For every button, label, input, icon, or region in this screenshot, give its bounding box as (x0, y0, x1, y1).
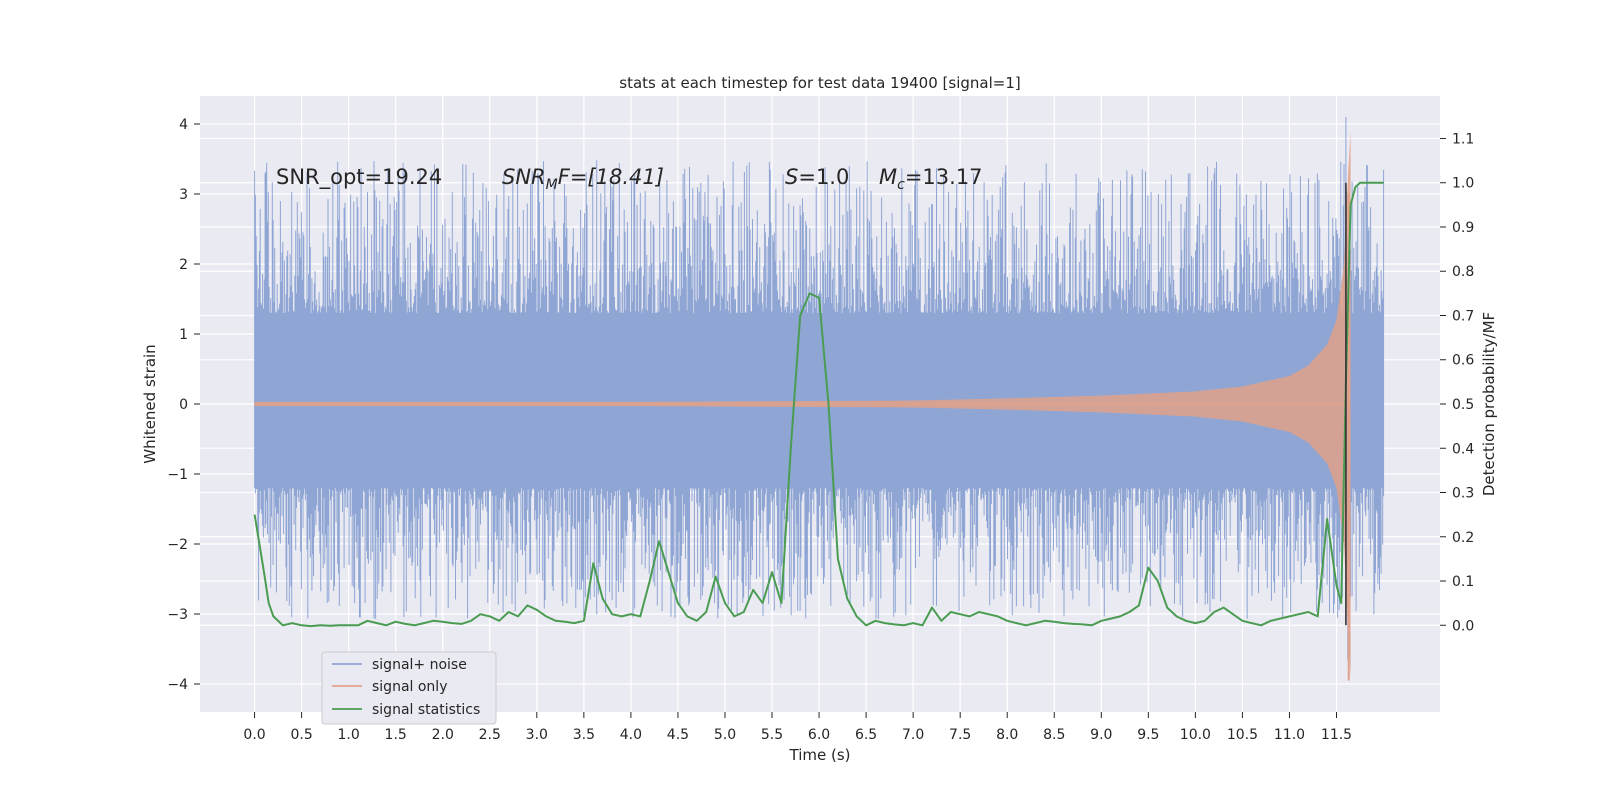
chart-title: stats at each timestep for test data 194… (619, 74, 1020, 92)
x-tick-label: 9.0 (1090, 727, 1112, 743)
legend-label-signal-only: signal only (372, 679, 447, 695)
x-tick-label: 4.0 (620, 727, 642, 743)
x-tick-label: 2.0 (432, 727, 454, 743)
y-axis-left-ticks: 4 3 2 1 0 −1 −2 −3 −4 (167, 117, 200, 693)
x-tick-label: 5.5 (761, 727, 783, 743)
x-tick-label: 7.5 (949, 727, 971, 743)
y-axis-label-right: Detection probability/MF (1480, 312, 1498, 496)
x-tick-label: 6.0 (808, 727, 830, 743)
y-tick-label-left: −3 (167, 607, 188, 623)
y-tick-label-left: 4 (179, 117, 188, 133)
y-tick-label-right: 0.0 (1452, 618, 1474, 634)
signal-statistics-series (253, 181, 1384, 628)
y-tick-label-right: 1.1 (1452, 131, 1474, 147)
x-tick-label: 0.5 (290, 727, 312, 743)
y-tick-label-left: −2 (167, 537, 188, 553)
y-tick-label-right: 0.2 (1452, 530, 1474, 546)
legend-label-signal-statistics: signal statistics (372, 702, 480, 718)
y-tick-label-left: 1 (179, 327, 188, 343)
x-tick-label: 3.5 (573, 727, 595, 743)
y-tick-label-right: 0.1 (1452, 574, 1474, 590)
y-tick-label-right: 0.7 (1452, 308, 1474, 324)
y-tick-label-right: 0.8 (1452, 264, 1474, 280)
legend: signal+ noise signal only signal statist… (321, 651, 497, 725)
x-tick-label: 9.5 (1137, 727, 1159, 743)
y-tick-label-left: 0 (179, 397, 188, 413)
y-axis-right-ticks: 1.1 1.0 0.9 0.8 0.7 0.6 0.5 0.4 0.3 0.2 0.1 0.0 (1440, 131, 1474, 634)
x-tick-label: 4.5 (667, 727, 689, 743)
x-axis-label: Time (s) (789, 746, 851, 764)
x-tick-label: 8.0 (996, 727, 1018, 743)
y-tick-label-right: 0.4 (1452, 441, 1474, 457)
y-tick-label-right: 0.3 (1452, 486, 1474, 502)
x-tick-label: 8.5 (1043, 727, 1065, 743)
statistics-line (253, 181, 1384, 628)
y-tick-label-right: 0.5 (1452, 397, 1474, 413)
x-tick-label: 11.5 (1321, 727, 1352, 743)
x-tick-label: 10.5 (1227, 727, 1258, 743)
annotation-mc: Mc=13.17 (879, 165, 983, 193)
y-tick-label-right: 1.0 (1452, 176, 1474, 192)
y-tick-label-right: 0.9 (1452, 220, 1474, 236)
x-tick-label: 6.5 (855, 727, 877, 743)
legend-label-signal-plus-noise: signal+ noise (372, 657, 467, 673)
x-tick-label: 2.5 (479, 727, 501, 743)
x-tick-label: 0.0 (243, 727, 265, 743)
y-tick-label-right: 0.6 (1452, 353, 1474, 369)
annotation-snr-opt: SNR_opt=19.24 (276, 165, 442, 190)
y-axis-label-left: Whitened strain (141, 344, 159, 463)
annotation-s: S=1.0 (785, 165, 849, 189)
x-tick-label: 7.0 (902, 727, 924, 743)
x-tick-label: 1.0 (338, 727, 360, 743)
x-tick-label: 3.0 (526, 727, 548, 743)
x-tick-label: 11.0 (1274, 727, 1305, 743)
y-tick-label-left: −1 (167, 467, 188, 483)
annotation-snr-mf: SNRMF=[18.41] (502, 165, 664, 193)
x-axis-ticks: 0.0 0.5 1.0 1.5 2.0 2.5 3.0 3.5 4.0 4.5 5.0 5.5 6.0 6… (243, 712, 1352, 743)
x-tick-label: 10.0 (1180, 727, 1211, 743)
y-tick-label-left: −4 (167, 677, 188, 693)
y-tick-label-left: 2 (179, 257, 188, 273)
x-tick-label: 5.0 (714, 727, 736, 743)
x-tick-label: 1.5 (385, 727, 407, 743)
y-tick-label-left: 3 (179, 187, 188, 203)
legend-box (321, 651, 497, 725)
